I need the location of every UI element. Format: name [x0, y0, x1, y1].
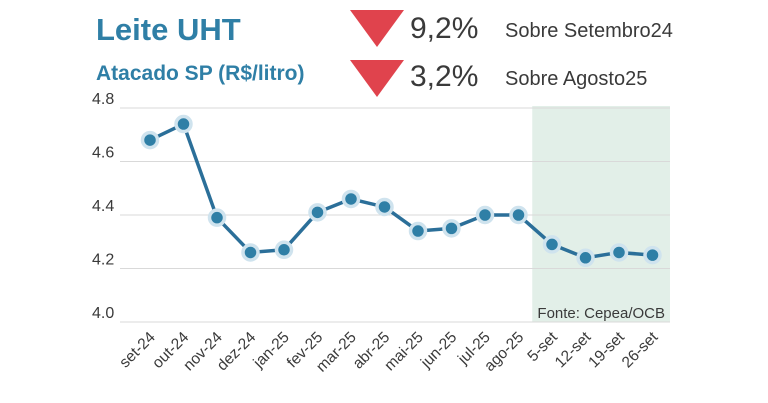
change-label-2: Sobre Agosto25	[505, 68, 648, 90]
x-tick-label: jan-25	[250, 329, 293, 372]
data-point	[542, 235, 562, 254]
data-point	[509, 205, 528, 225]
data-point	[140, 130, 160, 150]
x-tick-label: set-24	[116, 329, 159, 372]
x-tick-label: dez-24	[214, 329, 260, 375]
series-line	[149, 122, 653, 260]
data-point	[442, 219, 461, 238]
data-point	[241, 243, 260, 262]
change-label-1: Sobre Setembro24	[505, 20, 673, 42]
highlight-band	[532, 106, 670, 322]
y-tick-label: 4.8	[92, 91, 114, 108]
chart-title: Leite UHT	[96, 12, 241, 47]
x-tick-label: 12-set	[552, 328, 595, 371]
y-tick-label: 4.0	[92, 305, 114, 322]
y-tick-label: 4.6	[92, 145, 114, 162]
x-tick-label: 19-set	[585, 328, 628, 371]
x-tick-label: jun-25	[417, 329, 460, 372]
change-value-2: 3,2%	[410, 60, 479, 93]
chart-subtitle: Atacado SP (R$/litro)	[96, 62, 305, 85]
down-arrow-icon	[350, 10, 404, 47]
data-point	[274, 240, 294, 260]
data-point	[576, 248, 595, 268]
data-point	[174, 114, 193, 134]
data-point	[408, 221, 428, 241]
data-point	[375, 197, 394, 217]
y-tick-label: 4.2	[92, 252, 114, 269]
data-point	[308, 203, 327, 222]
change-value-1: 9,2%	[410, 12, 479, 45]
data-point	[609, 243, 629, 262]
x-tick-label: 26-set	[619, 328, 662, 371]
data-point	[207, 208, 227, 227]
y-tick-label: 4.4	[92, 198, 114, 215]
data-point	[643, 245, 662, 265]
source-note: Fonte: Cepea/OCB	[537, 305, 665, 322]
down-arrow-icon	[350, 60, 404, 97]
data-point	[341, 189, 361, 209]
data-point	[475, 205, 495, 225]
